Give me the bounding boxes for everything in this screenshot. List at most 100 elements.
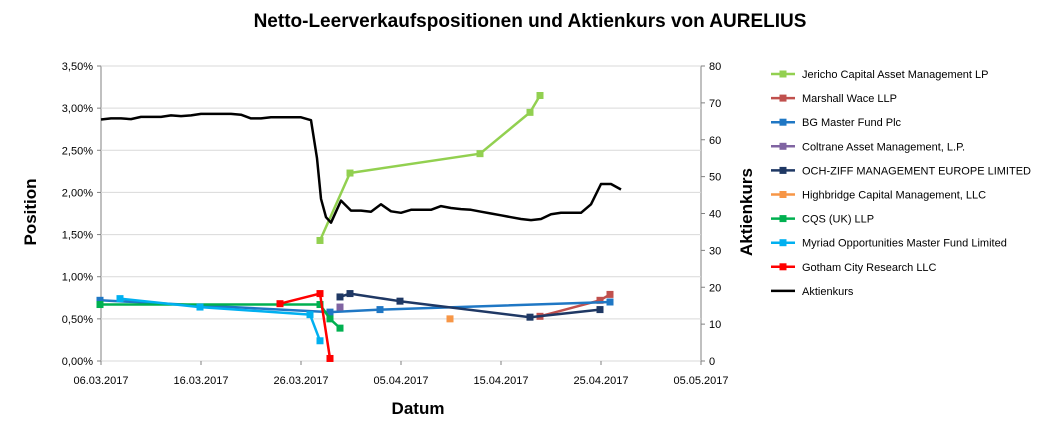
y-tick-label: 1,50% — [62, 230, 93, 242]
data-point — [326, 315, 334, 323]
data-point — [306, 311, 314, 319]
legend-marker — [779, 94, 787, 102]
y-tick-label: 0,00% — [62, 356, 93, 368]
y-tick-label: 3,00% — [62, 103, 93, 115]
x-tick-label: 25.04.2017 — [573, 375, 628, 387]
data-point — [526, 313, 534, 321]
x-tick-label: 06.03.2017 — [73, 375, 128, 387]
y2-tick-label: 10 — [709, 319, 721, 331]
x-tick-label: 15.04.2017 — [473, 375, 528, 387]
y-tick-label: 0,50% — [62, 314, 93, 326]
legend-marker — [779, 70, 787, 78]
legend-item: Coltrane Asset Management, L.P. — [771, 141, 965, 153]
legend-marker — [779, 215, 787, 223]
series-6 — [96, 301, 344, 332]
x-axis-title: Datum — [392, 399, 445, 418]
legend-marker — [779, 191, 787, 198]
data-point — [116, 295, 124, 303]
legend-label: OCH-ZIFF MANAGEMENT EUROPE LIMITED — [802, 165, 1031, 177]
y2-axis: 0 10 20 30 40 50 60 70 80 — [701, 61, 721, 368]
y2-tick-label: 60 — [709, 135, 721, 147]
legend-marker — [779, 166, 787, 174]
legend-marker — [779, 142, 787, 150]
x-axis: 06.03.2017 16.03.2017 26.03.2017 05.04.2017… — [73, 361, 729, 387]
data-point — [346, 290, 354, 298]
legend-item: Highbridge Capital Management, LLC — [771, 190, 986, 202]
data-point — [596, 296, 604, 304]
legend-label: Coltrane Asset Management, L.P. — [802, 141, 965, 153]
data-point — [96, 301, 104, 309]
y-tick-label: 2,00% — [62, 187, 93, 199]
legend-item: CQS (UK) LLP — [771, 214, 874, 226]
legend-marker — [779, 263, 787, 271]
data-point — [336, 293, 344, 301]
data-point — [326, 308, 334, 316]
y2-tick-label: 80 — [709, 61, 721, 73]
legend-marker — [779, 118, 787, 126]
y-tick-label: 1,00% — [62, 272, 93, 284]
legend-item: Gotham City Research LLC — [771, 262, 937, 274]
y2-tick-label: 70 — [709, 98, 721, 110]
series-9 — [100, 112, 622, 224]
data-point — [476, 150, 484, 158]
data-point — [596, 306, 604, 314]
data-point — [316, 301, 324, 309]
data-point — [336, 303, 344, 311]
legend-label: CQS (UK) LLP — [802, 214, 874, 226]
chart-title: Netto-Leerverkaufspositionen und Aktienk… — [254, 11, 807, 32]
legend-label: Myriad Opportunities Master Fund Limited — [802, 238, 1007, 250]
data-point — [606, 290, 614, 298]
y-axis-title: Position — [21, 178, 40, 245]
x-tick-label: 16.03.2017 — [173, 375, 228, 387]
y-tick-label: 3,50% — [62, 61, 93, 73]
y2-tick-label: 40 — [709, 209, 721, 221]
legend-label: Jericho Capital Asset Management LP — [802, 69, 989, 81]
legend-marker — [779, 239, 787, 247]
data-point — [96, 296, 104, 304]
data-point — [536, 92, 544, 99]
x-tick-label: 26.03.2017 — [273, 375, 328, 387]
series-line — [100, 112, 622, 224]
legend-label: Aktienkurs — [802, 286, 854, 298]
legend-item: OCH-ZIFF MANAGEMENT EUROPE LIMITED — [771, 165, 1031, 177]
y2-tick-label: 50 — [709, 172, 721, 184]
legend-item: Marshall Wace LLP — [771, 93, 897, 105]
legend-label: Marshall Wace LLP — [802, 93, 897, 105]
data-point — [316, 337, 324, 345]
data-point — [446, 315, 454, 323]
series-3 — [336, 303, 344, 311]
y2-tick-label: 20 — [709, 282, 721, 294]
data-point — [396, 297, 404, 305]
data-point — [376, 306, 384, 314]
data-point — [336, 324, 344, 332]
y-axis: 0,00% 0,50% 1,00% 1,50% 2,00% 2,50% 3,00% 3,50% — [62, 61, 101, 368]
data-point — [346, 169, 354, 177]
data-point — [316, 290, 324, 298]
data-point — [526, 108, 534, 116]
series-line — [100, 303, 341, 330]
data-point — [606, 298, 614, 306]
legend-label: BG Master Fund Plc — [802, 117, 902, 129]
legend-item: Myriad Opportunities Master Fund Limited — [771, 238, 1007, 250]
x-tick-label: 05.05.2017 — [673, 375, 728, 387]
x-tick-label: 05.04.2017 — [373, 375, 428, 387]
series-7 — [116, 295, 324, 345]
data-point — [196, 303, 204, 311]
y2-axis-title: Aktienkurs — [737, 168, 756, 256]
legend-label: Highbridge Capital Management, LLC — [802, 190, 986, 202]
legend-item: Jericho Capital Asset Management LP — [771, 69, 989, 81]
y2-tick-label: 0 — [709, 356, 715, 368]
legend-label: Gotham City Research LLC — [802, 262, 937, 274]
series-4 — [336, 290, 604, 321]
series-8 — [276, 290, 334, 362]
series-2 — [96, 296, 614, 316]
series-5 — [446, 315, 454, 323]
series-layer — [96, 92, 622, 362]
legend-item: BG Master Fund Plc — [771, 117, 902, 129]
y-tick-label: 2,50% — [62, 145, 93, 157]
data-point — [316, 236, 324, 244]
legend: Jericho Capital Asset Management LP Marsh… — [771, 69, 1031, 298]
data-point — [326, 354, 334, 362]
